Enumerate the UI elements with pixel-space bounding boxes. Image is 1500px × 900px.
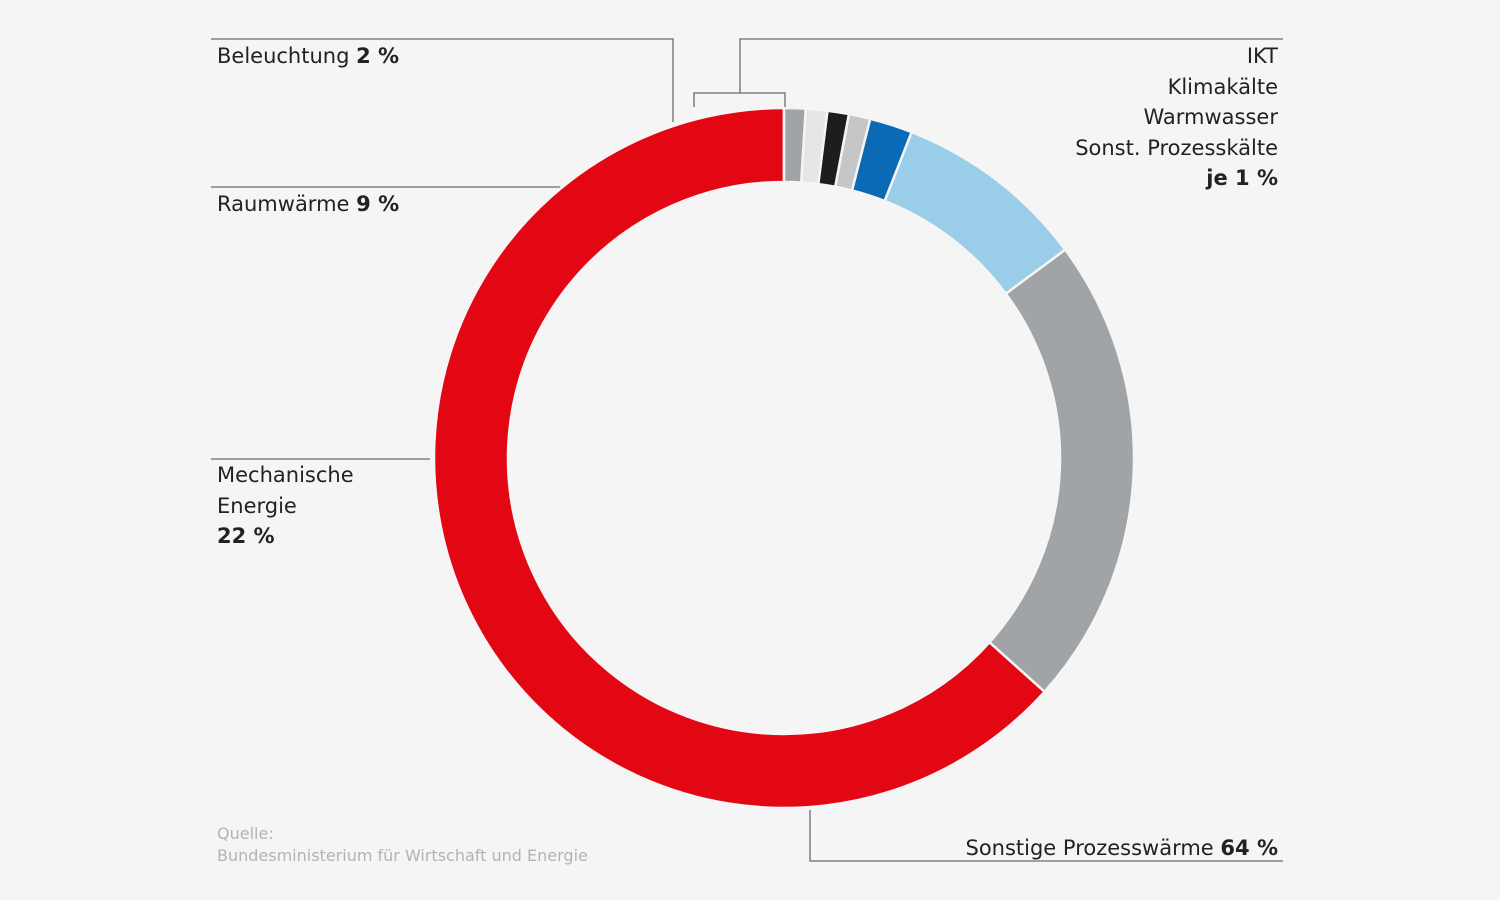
leader-lines xyxy=(211,38,1283,862)
label-mechanisch-line1: Mechanische xyxy=(217,463,354,487)
label-raumwaerme: Raumwärme 9 % xyxy=(217,189,399,220)
label-sonst-prozesskaelte: Sonst. Prozesskälte xyxy=(1075,135,1278,160)
label-prozesswaerme-name: Sonstige Prozesswärme xyxy=(965,836,1214,860)
label-raumwaerme-value: 9 % xyxy=(356,192,400,216)
label-small-group: IKT Klimakälte Warmwasser Sonst. Prozess… xyxy=(1075,41,1278,194)
source-label: Quelle: xyxy=(217,824,274,843)
label-beleuchtung: Beleuchtung 2 % xyxy=(217,41,399,72)
slice-sonst-prozesskaelte xyxy=(782,106,808,184)
slice-sonstige-prozesswaerme xyxy=(432,106,1046,810)
leader-bracket-small-group xyxy=(693,92,786,107)
label-ikt: IKT xyxy=(1246,44,1278,68)
source-text: Bundesministerium für Wirtschaft und Ene… xyxy=(217,846,588,865)
slice-raumwaerme xyxy=(883,130,1067,295)
label-mechanisch-value: 22 % xyxy=(217,524,275,548)
label-beleuchtung-name: Beleuchtung xyxy=(217,44,350,68)
label-beleuchtung-value: 2 % xyxy=(356,44,400,68)
label-small-group-value: je 1 % xyxy=(1206,166,1278,190)
label-prozesswaerme: Sonstige Prozesswärme 64 % xyxy=(965,833,1278,864)
label-klimakaelte: Klimakälte xyxy=(1167,74,1278,99)
leader-line-small-group xyxy=(739,38,1283,93)
label-warmwasser: Warmwasser xyxy=(1143,105,1279,129)
label-mechanisch-line2: Energie xyxy=(217,493,297,518)
slice-mechanische-energie xyxy=(988,248,1136,693)
donut-slices xyxy=(432,106,1136,810)
leader-line-beleuchtung xyxy=(211,38,674,122)
source-note: Quelle: Bundesministerium für Wirtschaft… xyxy=(217,823,588,867)
label-prozesswaerme-value: 64 % xyxy=(1220,836,1278,860)
label-mechanisch: Mechanische Energie 22 % xyxy=(217,460,354,552)
leader-line-prozesswaerme xyxy=(809,810,1283,862)
label-raumwaerme-name: Raumwärme xyxy=(217,192,350,216)
